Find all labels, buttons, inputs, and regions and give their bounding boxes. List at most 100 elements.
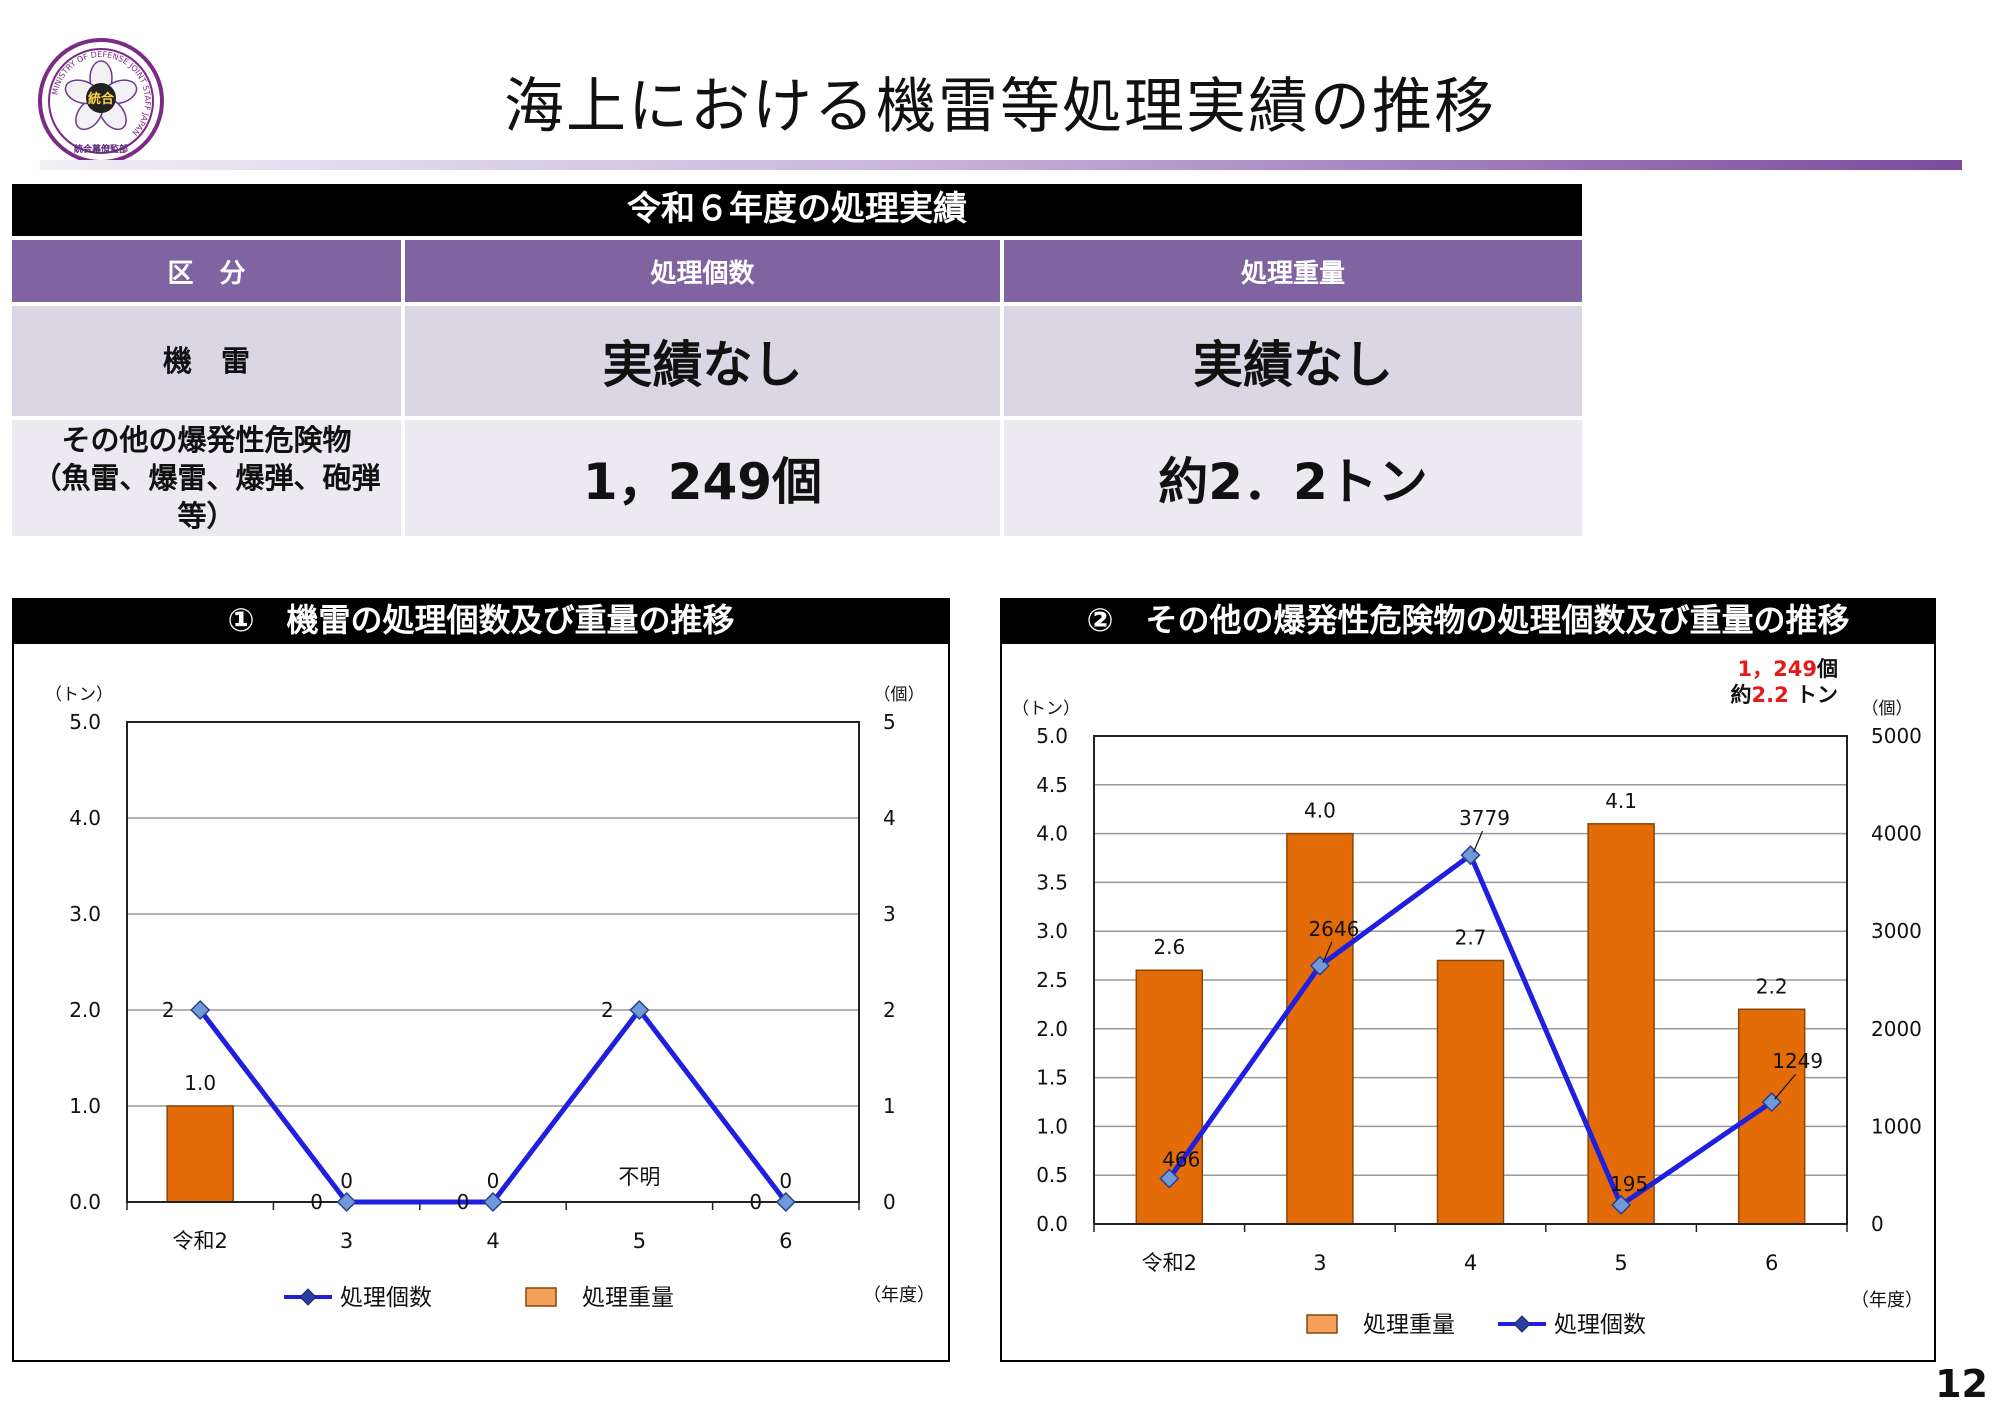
chart2-annotation-count: 1，249個 [1738, 657, 1838, 681]
chart2-bar [1587, 823, 1655, 1225]
page-number: 12 [1935, 1362, 1988, 1406]
chart2-plot-frame [1093, 735, 1848, 1225]
chart2-legend-count-marker [1513, 1315, 1531, 1333]
chart1-left-tick: 1.0 [69, 1094, 101, 1118]
chart2-left-tick: 4.0 [1036, 822, 1068, 846]
chart2-weight-label: 2.7 [1455, 925, 1487, 949]
chart2-annotation-weight-unit: トン [1789, 683, 1838, 707]
chart2-title: ② その他の爆発性危険物の処理個数及び重量の推移 [1000, 598, 1936, 642]
chart2-weight-label: 2.2 [1756, 974, 1788, 998]
chart2-weight-label: 4.1 [1605, 789, 1637, 813]
chart1-category-label: 3 [340, 1229, 353, 1253]
chart1-right-unit: （個） [874, 685, 925, 705]
chart1-count-point [482, 1191, 504, 1213]
chart2-left-tick: 3.5 [1036, 870, 1068, 894]
chart2-left-tick: 1.0 [1036, 1114, 1068, 1138]
chart1-count-label: 0 [487, 1169, 500, 1193]
chart2-weight-label: 2.6 [1153, 935, 1185, 959]
chart2-left-tick: 0.0 [1036, 1212, 1068, 1236]
chart1-legend-weight-label: 処理重量 [582, 1285, 674, 1311]
chart2-count-label: 195 [1610, 1172, 1648, 1196]
mines-count: 実績なし [405, 306, 1000, 416]
summary-heading: 令和６年度の処理実績 [12, 184, 1582, 236]
chart2-x-unit: （年度） [1851, 1290, 1923, 1311]
chart1-count-point [775, 1191, 796, 1213]
chart2-count-label: 466 [1162, 1148, 1200, 1172]
table-row: 機 雷 実績なし 実績なし [12, 306, 1582, 416]
row-label-other: その他の爆発性危険物 （魚雷、爆雷、爆弾、砲弾等） [12, 420, 401, 536]
chart2-left-tick: 5.0 [1036, 724, 1068, 748]
chart1-left-tick: 5.0 [69, 710, 101, 734]
chart2-right-unit: （個） [1862, 699, 1913, 719]
chart2-right-tick: 4000 [1871, 822, 1922, 846]
chart2-count-leader [1472, 830, 1484, 853]
summary-table: 令和６年度の処理実績 区 分 処理個数 処理重量 機 雷 実績なし 実績なし そ… [12, 184, 1582, 536]
chart2-annotation-weight-value: 2.2 [1751, 683, 1788, 707]
chart2-bar [1436, 959, 1505, 1225]
chart1-category-label: 6 [779, 1229, 792, 1253]
chart2-category-label: 令和2 [1142, 1251, 1197, 1275]
chart1-count-point [336, 1191, 357, 1213]
chart1-right-tick: 4 [883, 806, 896, 830]
chart1-left-tick: 3.0 [69, 902, 101, 926]
row-label-mines: 機 雷 [12, 306, 401, 416]
page-title: 海上における機雷等処理実績の推移 [504, 72, 1496, 142]
row-label-other-line1: その他の爆発性危険物 [61, 423, 352, 457]
chart1-right-tick: 2 [883, 998, 896, 1022]
chart1-count-label: 0 [340, 1169, 353, 1193]
chart1-plot-frame [126, 721, 860, 1203]
row-label-other-line2: （魚雷、爆雷、爆弾、砲弾等） [32, 461, 381, 533]
chart2-left-tick: 3.0 [1036, 919, 1068, 943]
chart1-count-label: 2 [162, 998, 175, 1022]
chart2-count-leader [1774, 1073, 1797, 1100]
mines-weight: 実績なし [1004, 306, 1582, 416]
chart1-left-unit: （トン） [45, 685, 113, 705]
chart2-left-tick: 0.5 [1036, 1163, 1068, 1187]
chart1-weight-label: 1.0 [184, 1071, 216, 1095]
chart2-left-unit: （トン） [1012, 699, 1080, 719]
chart1-legend-count-marker [299, 1288, 317, 1306]
header-category: 区 分 [12, 240, 401, 302]
chart1-weight-label: 0 [749, 1190, 762, 1214]
chart2-annotation-count-unit: 個 [1816, 657, 1838, 681]
chart2-right-tick: 0 [1871, 1212, 1884, 1236]
chart1-count-label: 2 [601, 998, 614, 1022]
chart1-right-tick: 0 [883, 1190, 896, 1214]
chart2-count-label: 3779 [1459, 806, 1510, 830]
logo-center-text: 統合 [88, 91, 115, 107]
chart2-right-tick: 2000 [1871, 1017, 1922, 1041]
chart2-category-label: 4 [1464, 1251, 1477, 1275]
chart2-count-point [1611, 1194, 1632, 1216]
chart2-count-leader [1322, 941, 1333, 963]
chart2-category-label: 3 [1313, 1251, 1326, 1275]
chart1-bar [166, 1105, 234, 1203]
chart1-panel: 0.0 1.0 2.0 3.0 4.0 5.0 0 1 2 3 4 5 （トン） （個） 1.0 0 0 不明 0 2… [12, 642, 950, 1362]
chart2-right-tick: 3000 [1871, 919, 1922, 943]
chart1-weight-label: 0 [457, 1190, 470, 1214]
chart2-count-point [1460, 845, 1481, 866]
chart1-right-tick: 1 [883, 1094, 896, 1118]
chart2-weight-label: 4.0 [1304, 799, 1336, 823]
other-count: 1，249個 [405, 420, 1000, 536]
chart1-right-tick: 3 [883, 902, 896, 926]
chart2-count-label: 2646 [1308, 917, 1359, 941]
chart2-legend-weight-label: 処理重量 [1363, 1312, 1455, 1338]
header-weight: 処理重量 [1004, 240, 1582, 302]
summary-header-row: 区 分 処理個数 処理重量 [12, 240, 1582, 302]
chart1-count-point [190, 999, 211, 1021]
chart2-legend-weight-swatch [1306, 1314, 1338, 1334]
chart1-left-tick: 0.0 [69, 1190, 101, 1214]
chart2-count-point [1309, 955, 1330, 976]
logo-bottom-text: 統合幕僚監部 [74, 143, 128, 155]
chart2-count-point [1159, 1168, 1180, 1189]
table-row: その他の爆発性危険物 （魚雷、爆雷、爆弾、砲弾等） 1，249個 約2．2トン [12, 420, 1582, 536]
chart1-count-point [629, 999, 650, 1021]
chart1-count-label: 0 [779, 1169, 792, 1193]
chart2-left-tick: 2.0 [1036, 1017, 1068, 1041]
chart2-svg: 0.0 0.5 1.0 1.5 2.0 2.5 3.0 3.5 4.0 4.5 5.0 0 1000 20… [1012, 657, 1923, 1338]
chart1-title: ① 機雷の処理個数及び重量の推移 [12, 598, 950, 642]
chart2-bar [1286, 832, 1354, 1225]
joint-staff-emblem-icon: MINISTRY OF DEFENSE JOINT STAFF JAPAN 統合… [38, 38, 164, 164]
chart2-annotation-weight: 約2.2 トン [1730, 683, 1838, 707]
